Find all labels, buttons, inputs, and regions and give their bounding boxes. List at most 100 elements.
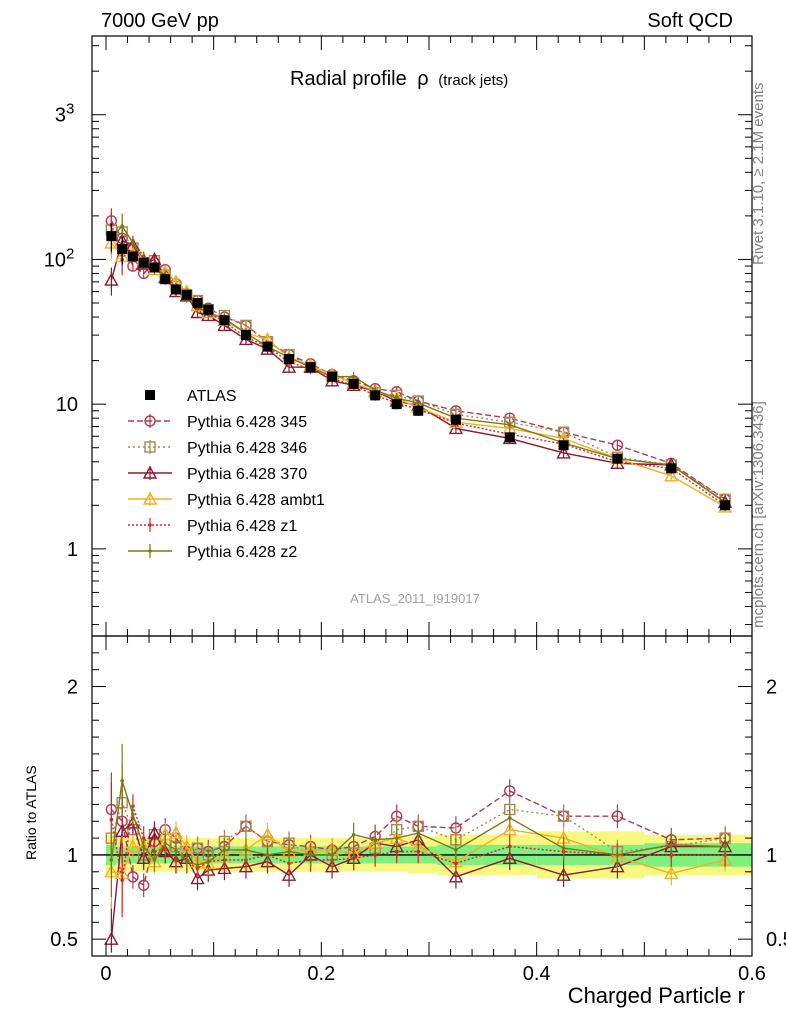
legend-marker <box>145 390 155 400</box>
ratio-series-pythia-6-428-z2 <box>109 743 727 898</box>
data-point <box>720 500 731 511</box>
ratio-y-tick-label-right: 2 <box>766 677 777 699</box>
series-line-pythia-6-428-345 <box>110 220 726 500</box>
legend-item: Pythia 6.428 346 <box>128 440 307 457</box>
data-point <box>262 341 273 352</box>
data-point <box>416 401 421 405</box>
analysis-name: ATLAS_2011_I919017 <box>350 591 480 606</box>
data-point <box>127 251 138 262</box>
data-point <box>394 396 399 400</box>
ratio-point <box>184 859 189 864</box>
chart-title: Radial profile ρ (track jets) <box>290 68 508 90</box>
legend-item: Pythia 6.428 370 <box>128 465 307 483</box>
ratio-y-tick-label: 0.5 <box>50 929 78 951</box>
data-point <box>391 399 402 410</box>
ratio-point <box>137 879 150 891</box>
series-line-pythia-6-428-346 <box>111 229 726 500</box>
ratio-point <box>454 861 458 866</box>
ratio-y-axis-label: Ratio to ATLAS <box>23 765 39 860</box>
data-point <box>160 274 171 285</box>
data-point <box>664 468 679 482</box>
ratio-point <box>104 931 119 945</box>
ratio-point <box>507 816 512 820</box>
ratio-point <box>448 869 464 883</box>
ratio-point <box>454 848 458 852</box>
legend-item: Pythia 6.428 345 <box>128 414 307 431</box>
data-point <box>190 305 205 319</box>
ratio-point <box>611 810 624 822</box>
ratio-point <box>240 820 252 833</box>
data-point <box>450 414 461 425</box>
series-pythia-6-428-345 <box>105 208 731 506</box>
ratio-point <box>502 822 517 836</box>
x-tick-label: 0.2 <box>307 963 335 985</box>
ratio-point <box>281 867 297 881</box>
y-tick-label: 10 <box>44 249 66 271</box>
ratio-point <box>373 837 377 842</box>
y-tick-label: 1 <box>67 539 78 561</box>
data-point <box>305 362 316 373</box>
data-point <box>117 244 128 255</box>
ratio-point <box>330 853 334 857</box>
ratio-point <box>174 848 178 852</box>
ratio-point <box>131 812 135 817</box>
data-point <box>413 405 424 416</box>
data-point <box>106 231 117 242</box>
chart-title-text: Radial profile <box>290 68 407 90</box>
ratio-point <box>504 785 516 797</box>
ratio-point <box>152 858 157 862</box>
data-point <box>556 445 571 459</box>
ratio-point <box>610 859 625 873</box>
data-point <box>131 241 135 245</box>
mcplots-reference: mcplots.cern.ch [arXiv:1306.3436] <box>750 401 767 628</box>
ratio-point <box>615 853 620 857</box>
data-point <box>558 440 569 451</box>
data-point <box>348 378 359 389</box>
data-point <box>240 330 251 341</box>
data-point <box>170 284 181 295</box>
x-tick-label: 0 <box>100 963 111 985</box>
legend-label: Pythia 6.428 z2 <box>187 544 297 561</box>
ratio-y-tick-label-right: 1 <box>766 845 777 867</box>
ratio-point <box>125 839 141 853</box>
legend-item: Pythia 6.428 z2 <box>128 544 297 561</box>
legend-marker <box>142 491 158 505</box>
legend-marker <box>144 415 156 427</box>
legend-item: Pythia 6.428 z1 <box>128 518 297 535</box>
ratio-point <box>373 853 377 857</box>
ratio-point <box>394 849 399 854</box>
legend-label: Pythia 6.428 ambt1 <box>187 492 325 509</box>
ratio-point <box>265 853 270 857</box>
ratio-point <box>109 858 114 862</box>
ratio-point <box>394 836 399 840</box>
ratio-point <box>664 866 679 880</box>
ratio-point <box>723 844 727 849</box>
legend-label: Pythia 6.428 z1 <box>187 518 297 535</box>
data-point <box>138 257 149 268</box>
ratio-line-pythia-6-428-370 <box>110 821 726 940</box>
ratio-point <box>120 779 124 783</box>
data-point <box>666 463 677 474</box>
data-point <box>507 423 512 427</box>
x-tick-label: 0.6 <box>738 963 766 985</box>
legend-marker <box>148 549 152 553</box>
data-point <box>219 315 230 326</box>
data-point <box>504 432 515 443</box>
ratio-point <box>416 831 421 835</box>
ratio-panel: 0.5 0.5 1 1 2 2 0 0.2 0.4 0.6 Ratio to ATLAS Char… <box>23 635 786 1008</box>
data-point <box>284 354 295 365</box>
ratio-line-pythia-6-428-z2 <box>110 780 726 866</box>
legend: ATLAS Pythia 6.428 345 Pythia 6.428 346 Pyt… <box>128 388 325 561</box>
ratio-point <box>222 848 227 852</box>
ratio-axes: 0.5 0.5 1 1 2 2 0 0.2 0.4 0.6 <box>50 635 786 985</box>
main-panel-marks <box>104 208 733 513</box>
series-line-pythia-6-428-370 <box>110 239 726 503</box>
legend-label: ATLAS <box>187 388 237 405</box>
data-point <box>149 262 160 273</box>
legend-label: Pythia 6.428 370 <box>187 466 307 483</box>
y-tick-label: 3 <box>55 105 66 127</box>
data-point <box>181 289 192 300</box>
ratio-frame <box>91 635 753 957</box>
